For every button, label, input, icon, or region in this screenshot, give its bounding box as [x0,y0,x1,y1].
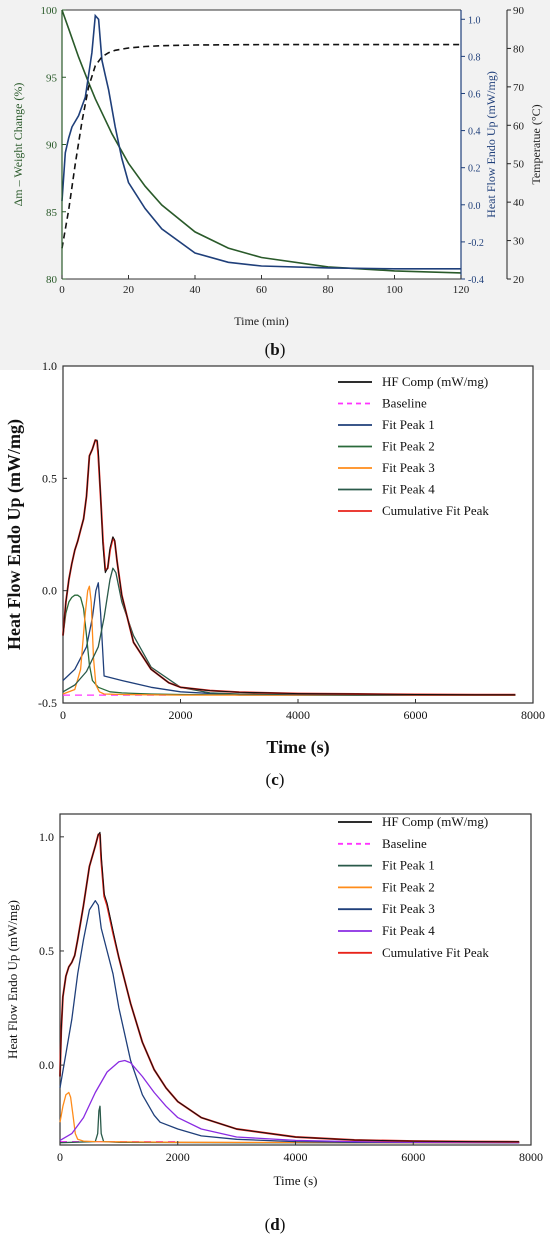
x-tick-label-d: 0 [57,1150,63,1164]
legend-label-c: Cumulative Fit Peak [382,503,489,518]
chart-b-svg: 0 20 40 60 80 100 120 Time (min) 80 85 90 95 100 Δm –… [11,5,543,328]
y-right-tick-label-b: 80 [513,43,525,55]
x-axis-title-d: Time (s) [274,1173,318,1188]
y-right-tick-label-b: 30 [513,236,525,248]
legend-label-d: Fit Peak 1 [382,858,435,873]
x-axis-title-b: Time (min) [234,314,289,328]
y-tick-label-d: 0.0 [39,1058,54,1072]
y-axis-title-c: Heat Flow Endo Up (mW/mg) [4,419,25,650]
y-right-tick-label-b: 40 [513,197,525,209]
legend-label-c: Fit Peak 2 [382,439,435,454]
chart-d-svg: 0 2000 4000 6000 8000 0.0 0.5 1.0 Time (s) Heat F… [5,813,543,1188]
x-tick-label-b: 80 [323,284,335,296]
x-tick-label-b: 60 [256,284,268,296]
x-tick-label-c: 8000 [521,708,545,722]
legend-label-d: Fit Peak 2 [382,879,435,894]
legend-label-d: Cumulative Fit Peak [382,945,489,960]
x-tick-label-d: 6000 [401,1150,425,1164]
y-mid-tick-label-b: -0.4 [468,275,484,286]
legend-label-d: HF Comp (mW/mg) [382,814,488,829]
legend-label-c: HF Comp (mW/mg) [382,374,488,389]
chart-panel-d: 0 2000 4000 6000 8000 0.0 0.5 1.0 Time (s) Heat F… [0,800,550,1243]
y-right-tick-label-b: 70 [513,82,525,94]
caption-c: (c) [265,770,285,789]
x-tick-label-c: 6000 [404,708,428,722]
caption-d: (d) [264,1215,286,1234]
chart-panel-b: 0 20 40 60 80 100 120 Time (min) 80 85 90 95 100 Δm –… [0,0,550,370]
legend-label-c: Baseline [382,396,427,411]
legend-label-d: Fit Peak 4 [382,923,435,938]
y-right-tick-label-b: 90 [513,5,525,17]
y-left-tick-label-b: 85 [46,207,58,219]
y-right-tick-label-b: 60 [513,120,525,132]
y-right-tick-label-b: 50 [513,159,525,171]
x-tick-label-b: 0 [59,284,65,296]
x-tick-label-d: 8000 [519,1150,543,1164]
series-line-d [59,1091,520,1144]
caption-b: (b) [264,340,286,359]
plot-frame-d [59,813,532,1146]
series-line-d [59,831,520,1143]
y-right-tick-label-b: 20 [513,274,525,286]
chart-panel-c: 0 2000 4000 6000 8000 -0.5 0.0 0.5 1.0 Time (s) He… [0,355,550,800]
series-line-d [59,1059,520,1144]
y-left-tick-label-b: 90 [46,140,58,152]
y-tick-label-c: 1.0 [42,359,57,373]
y-tick-label-c: -0.5 [38,696,57,710]
series-line-b-y_right [61,43,461,249]
series-line-b-y_mid [61,13,461,270]
y-left-tick-label-b: 95 [46,72,58,84]
x-tick-label-c: 2000 [169,708,193,722]
y-tick-label-d: 0.5 [39,944,54,958]
x-axis-title-c: Time (s) [266,737,329,758]
y-mid-tick-label-b: 0.8 [468,52,481,63]
x-tick-label-d: 4000 [284,1150,308,1164]
x-tick-label-d: 2000 [166,1150,190,1164]
y-mid-tick-label-b: 0.2 [468,164,481,175]
plot-area-b [62,10,461,279]
x-tick-label-c: 0 [60,708,66,722]
x-tick-label-b: 40 [190,284,202,296]
y-axis-title-d: Heat Flow Endo Up (mW/mg) [5,900,20,1059]
legend-label-c: Fit Peak 3 [382,460,435,475]
y-mid-tick-label-b: -0.2 [468,238,484,249]
series-line-c [62,567,516,696]
y-tick-label-c: 0.5 [42,471,57,485]
x-tick-label-c: 4000 [286,708,310,722]
y-left-axis-title-b: Δm – Weight Change (%) [11,83,25,207]
y-tick-label-d: 1.0 [39,830,54,844]
series-line-c [62,439,516,696]
y-mid-tick-label-b: 0.6 [468,89,481,100]
legend-label-d: Baseline [382,836,427,851]
y-mid-tick-label-b: 1.0 [468,15,481,26]
x-tick-label-b: 100 [386,284,403,296]
plot-frame-c [62,365,534,704]
legend-label-c: Fit Peak 4 [382,482,435,497]
y-mid-tick-label-b: 0.0 [468,201,481,212]
series-line-b-y_left [61,9,462,274]
series-line-d [59,900,520,1144]
legend-label-c: Fit Peak 1 [382,417,435,432]
y-mid-axis-title-b: Heat Flow Endo Up (mW/mg) [484,71,498,218]
y-left-tick-label-b: 100 [41,5,58,17]
legend-label-d: Fit Peak 3 [382,901,435,916]
chart-c-svg: 0 2000 4000 6000 8000 -0.5 0.0 0.5 1.0 Time (s) He… [4,359,545,758]
x-tick-label-b: 120 [453,284,470,296]
series-line-c [62,594,516,696]
y-left-tick-label-b: 80 [46,274,58,286]
y-right-axis-title-b: Temperatue (°C) [529,104,543,184]
x-tick-label-b: 20 [123,284,135,296]
y-mid-tick-label-b: 0.4 [468,127,481,138]
y-tick-label-c: 0.0 [42,584,57,598]
